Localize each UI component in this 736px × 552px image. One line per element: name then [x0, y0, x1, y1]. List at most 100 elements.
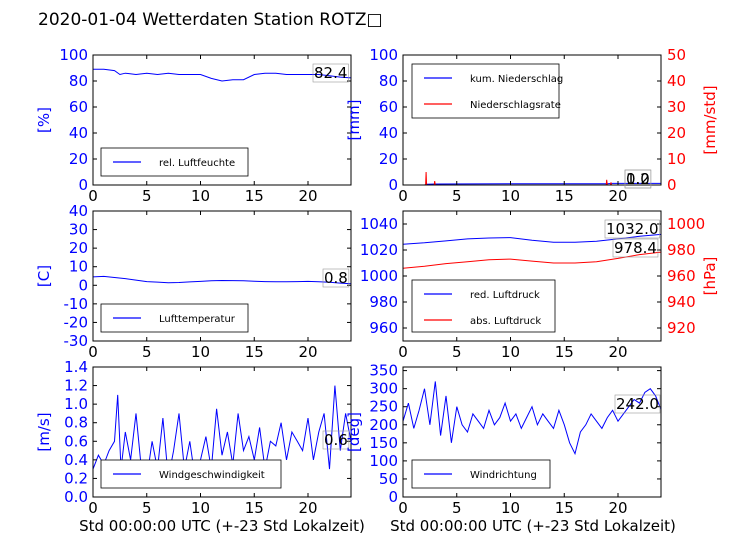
y-tick-label: 1.2 — [64, 377, 88, 395]
y-right-axis-label: [mm/std] — [701, 85, 719, 154]
x-tick-label: 20 — [298, 343, 317, 361]
x-tick-label: 10 — [501, 499, 520, 517]
y-tick-label: 0 — [388, 488, 398, 506]
x-tick-label: 0 — [398, 499, 408, 517]
y-tick-label: 100 — [59, 46, 88, 64]
x-tick-label: 0 — [88, 499, 98, 517]
x-tick-label: 15 — [555, 499, 574, 517]
legend-label: Lufttemperatur — [159, 314, 236, 325]
y-tick-label: 10 — [69, 258, 88, 276]
current-value-label-right-box — [624, 169, 652, 189]
plot-frame — [402, 54, 662, 186]
y-tick-label: 80 — [379, 72, 398, 90]
y-tick-label: 0 — [388, 176, 398, 194]
chart-panel-5: 0 5 10 15 200.00.20.40.60.81.01.21.4[m/s]Win… — [35, 358, 352, 517]
chart-panel-3: 0 5 10 15 20-30-20-10010203040[C]Lufttempera… — [35, 202, 352, 361]
current-value-label: 1032.0 — [606, 220, 659, 238]
y-tick-label: 250 — [369, 398, 398, 416]
current-value-label: 82.4 — [314, 64, 347, 82]
y-tick-label: 100 — [369, 452, 398, 470]
x-tick-label: 15 — [245, 187, 264, 205]
y-tick-label: 1.0 — [64, 395, 88, 413]
legend-label: Windrichtung — [470, 470, 537, 481]
current-value-label-box — [312, 63, 349, 83]
current-value-label-box — [604, 219, 660, 239]
y-tick-label: 40 — [69, 124, 88, 142]
current-value-label: 0.6 — [324, 431, 348, 449]
x-tick-label: 5 — [142, 187, 152, 205]
y-tick-label: 60 — [69, 98, 88, 116]
x-tick-label: 5 — [452, 187, 462, 205]
current-value-label-right-box — [612, 238, 659, 258]
y-right-axis-label: [hPa] — [701, 257, 719, 296]
legend-label: Windgeschwindigkeit — [159, 470, 265, 481]
y-tick-label: 0.0 — [64, 488, 88, 506]
x-tick-label: 0 — [88, 187, 98, 205]
chart-panel-6: 0 5 10 15 20050100150200250300350[deg]Windri… — [345, 362, 662, 517]
y-axis-label: [%] — [35, 107, 53, 133]
y-right-tick-label: 960 — [667, 267, 696, 285]
current-value-label-right: 0.0 — [626, 170, 650, 188]
x-tick-label: 20 — [608, 187, 627, 205]
y-tick-label: 1020 — [360, 241, 398, 259]
plot-frame — [402, 366, 662, 498]
y-tick-label: 0 — [78, 276, 88, 294]
x-tick-label: 10 — [191, 499, 210, 517]
x-tick-label: 5 — [452, 499, 462, 517]
x-tick-label: 0 — [398, 187, 408, 205]
y-tick-label: 20 — [69, 150, 88, 168]
current-value-label: 0.8 — [324, 269, 348, 287]
x-tick-label: 0 — [88, 343, 98, 361]
x-tick-label: 0 — [398, 343, 408, 361]
y-tick-label: 40 — [69, 202, 88, 220]
legend-label: kum. Niederschlag — [470, 74, 563, 85]
legend-label: abs. Luftdruck — [470, 316, 541, 327]
x-tick-label: 20 — [298, 187, 317, 205]
y-right-tick-label: 20 — [667, 124, 686, 142]
plot-frame — [92, 54, 352, 186]
y-tick-label: 980 — [369, 293, 398, 311]
legend-label: red. Luftdruck — [470, 290, 540, 301]
x-tick-label: 5 — [142, 499, 152, 517]
x-tick-label: 20 — [608, 499, 627, 517]
y-tick-label: 0.6 — [64, 432, 88, 450]
y-tick-label: 100 — [369, 46, 398, 64]
chart-panel-1: 0 5 10 15 20 0 20 40 60 80 100 [%] rel. Luftfeuchte 8… — [35, 46, 352, 205]
current-value-label: 242.0 — [616, 395, 659, 413]
y-right-tick-label: 920 — [667, 319, 696, 337]
y-tick-label: 1.4 — [64, 358, 88, 376]
x-tick-label: 15 — [245, 343, 264, 361]
y-axis-label: [m/s] — [35, 412, 53, 451]
legend-label: Niederschlagsrate — [470, 100, 561, 111]
x-tick-label: 15 — [555, 343, 574, 361]
y-tick-label: 1040 — [360, 215, 398, 233]
x-tick-label: 15 — [555, 187, 574, 205]
series-line-4-2 — [402, 251, 662, 269]
series-line-1-1 — [93, 68, 352, 82]
y-tick-label: 200 — [369, 416, 398, 434]
x-tick-label: 20 — [298, 499, 317, 517]
plot-frame — [92, 210, 352, 342]
y-tick-label: 50 — [379, 470, 398, 488]
y-tick-label: 350 — [369, 362, 398, 380]
y-tick-label: 20 — [379, 150, 398, 168]
y-right-tick-label: 50 — [667, 46, 686, 64]
x-axis-label: Std 00:00:00 UTC (+-23 Std Lokalzeit) — [390, 517, 676, 535]
y-tick-label: 0.2 — [64, 469, 88, 487]
y-axis-label: [mm] — [345, 100, 363, 141]
x-tick-label: 10 — [501, 187, 520, 205]
y-tick-label: 300 — [369, 380, 398, 398]
series-line-3-1 — [92, 275, 352, 285]
chart-panel-4: 0 5 10 15 20 960 980 1000 1020 1040 920 940 960 980 10… — [360, 210, 719, 361]
legend-label: rel. Luftfeuchte — [159, 158, 235, 169]
y-axis-label: [deg] — [345, 412, 363, 452]
y-right-tick-label: 980 — [667, 241, 696, 259]
y-tick-label: 0.8 — [64, 414, 88, 432]
chart-panel-2: 0 5 10 15 20 0 20 40 60 80 100 0 10 20 30 40 50 [mm] [mm/s… — [345, 46, 719, 205]
series-line-5-1 — [92, 385, 352, 480]
y-tick-label: 30 — [69, 221, 88, 239]
y-right-tick-label: 1000 — [667, 215, 705, 233]
y-tick-label: -30 — [64, 332, 89, 350]
y-tick-label: 80 — [69, 72, 88, 90]
